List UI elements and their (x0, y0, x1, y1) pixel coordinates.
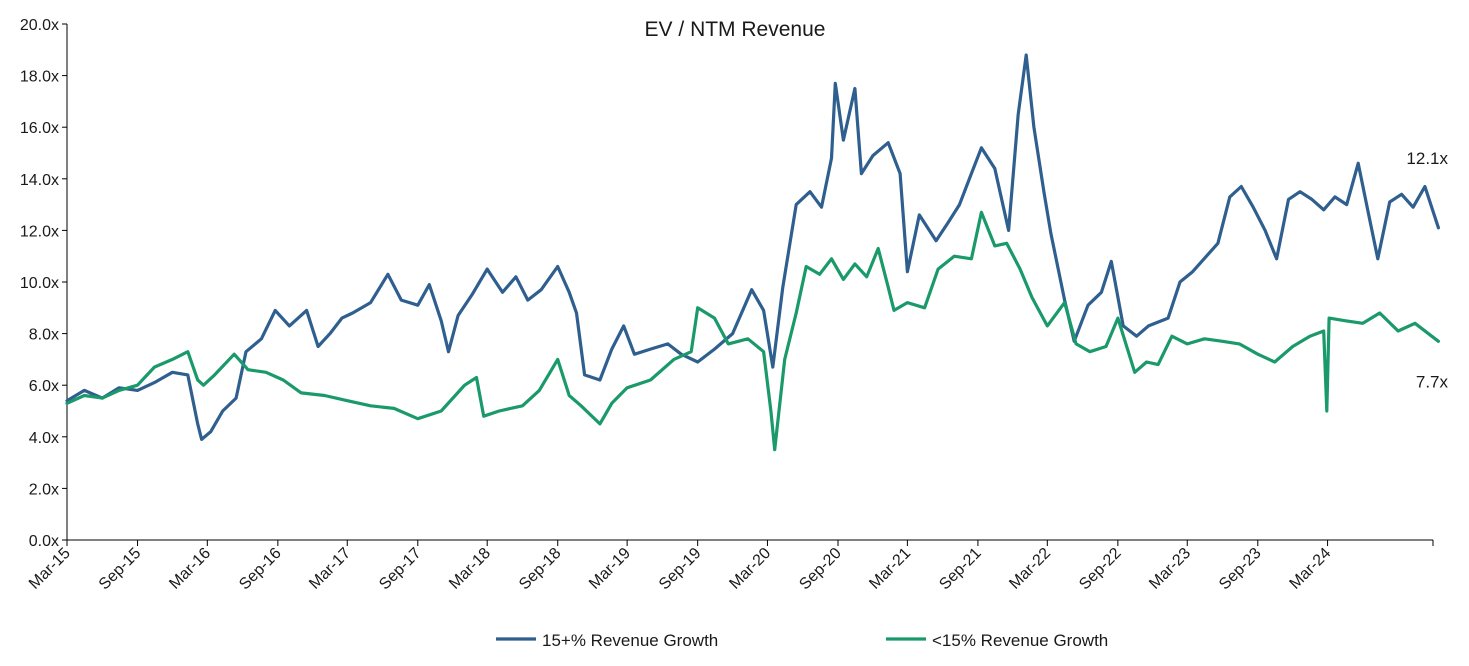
x-tick-label: Sep-15 (96, 545, 145, 594)
x-tick-label: Sep-16 (236, 545, 285, 594)
series-end-label-1: 7.7x (1416, 372, 1449, 391)
x-tick-label: Sep-19 (656, 545, 705, 594)
chart-title: EV / NTM Revenue (645, 18, 826, 41)
x-tick-label: Mar-18 (446, 545, 494, 593)
end-labels: 12.1x 7.7x (1406, 149, 1448, 392)
x-tick-label: Mar-23 (1146, 545, 1194, 593)
y-tick-label: 2.0x (29, 481, 59, 498)
x-tick-label: Sep-23 (1216, 545, 1265, 594)
x-tick-label: Mar-20 (726, 545, 774, 593)
y-tick-label: 18.0x (20, 69, 59, 86)
x-tick-label: Mar-17 (306, 545, 354, 593)
y-tick-label: 6.0x (29, 378, 59, 395)
axes: 0.0x 2.0x 4.0x 6.0x 8.0x 10.0x 12.0x 14.0x 16.0x… (20, 17, 1434, 594)
y-tick-label: 4.0x (29, 430, 59, 447)
y-tick-label: 14.0x (20, 172, 59, 189)
x-tick-label: Sep-21 (936, 545, 985, 594)
y-tick-label: 0.0x (29, 533, 59, 550)
x-tick-label: Sep-18 (516, 545, 565, 594)
x-tick-label: Sep-22 (1076, 545, 1125, 594)
legend-label-1: <15% Revenue Growth (932, 631, 1108, 650)
y-tick-label: 16.0x (20, 120, 59, 137)
x-tick-label: Mar-21 (866, 545, 914, 593)
x-tick-label: Mar-16 (166, 545, 214, 593)
x-tick-label: Mar-19 (586, 545, 634, 593)
series-line-1 (65, 210, 1440, 452)
y-tick-label: 10.0x (20, 275, 59, 292)
x-tick-label: Sep-17 (376, 545, 425, 594)
series-lines (65, 53, 1440, 452)
x-tick-label: Mar-15 (26, 545, 74, 593)
x-tick-label: Mar-24 (1287, 545, 1335, 593)
x-tick-label: Sep-20 (796, 545, 845, 594)
series-line-0 (65, 53, 1440, 441)
legend: 15+% Revenue Growth <15% Revenue Growth (496, 631, 1108, 650)
y-tick-label: 8.0x (29, 327, 59, 344)
y-tick-label: 12.0x (20, 223, 59, 240)
y-tick-label: 20.0x (20, 17, 59, 34)
x-tick-label: Mar-22 (1006, 545, 1054, 593)
series-end-label-0: 12.1x (1406, 149, 1448, 168)
legend-label-0: 15+% Revenue Growth (542, 631, 718, 650)
